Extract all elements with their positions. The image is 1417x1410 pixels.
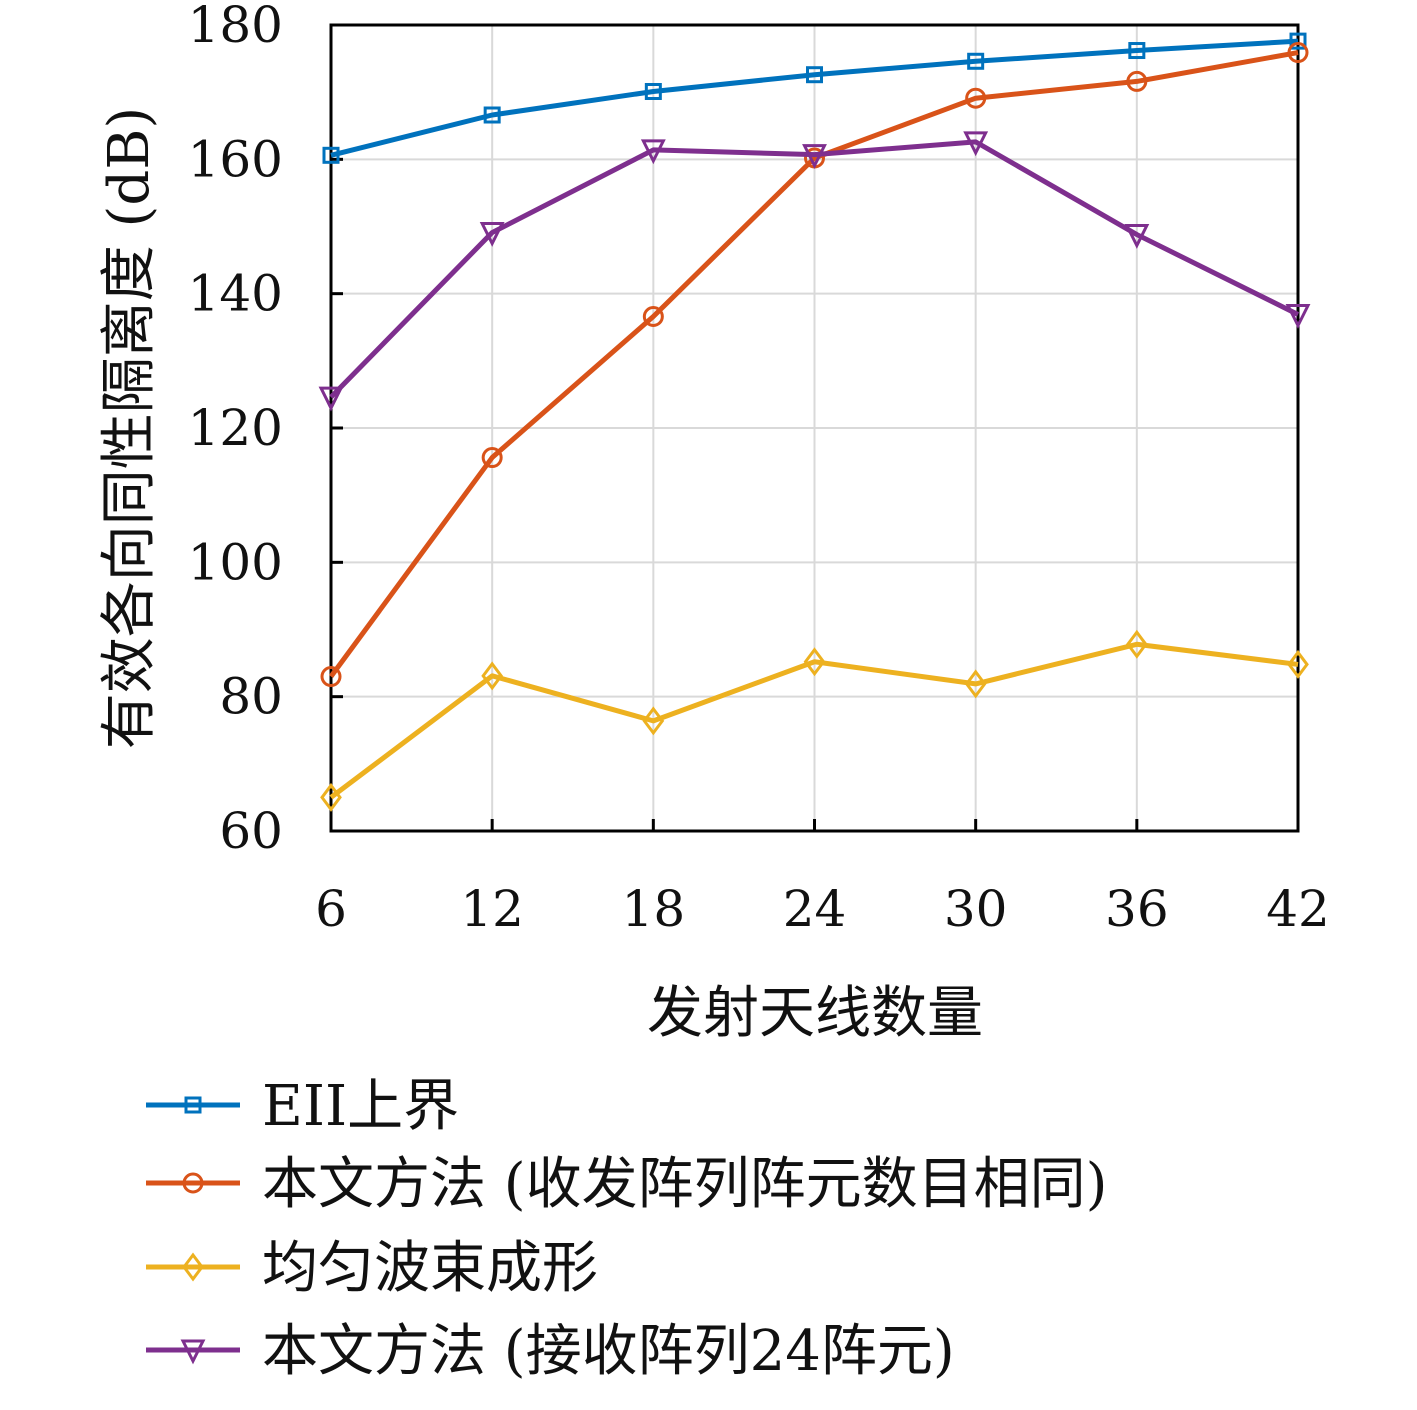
data-point — [1124, 224, 1150, 249]
series-3 — [320, 629, 1309, 812]
data-point — [479, 222, 505, 247]
x-tick-label: 36 — [1105, 880, 1169, 938]
data-point — [644, 82, 662, 100]
data-point — [483, 106, 501, 124]
data-point — [802, 144, 827, 169]
y-tick-label: 180 — [188, 0, 283, 54]
data-point — [320, 666, 342, 688]
data-point — [964, 669, 987, 699]
legend-label: EII上界 — [262, 1074, 459, 1139]
data-point — [640, 139, 666, 165]
data-point — [967, 52, 985, 70]
x-tick-label: 6 — [315, 880, 347, 938]
data-point — [1128, 42, 1146, 60]
data-point — [803, 647, 826, 677]
data-point — [318, 386, 344, 412]
data-point — [481, 661, 504, 691]
data-point — [1285, 303, 1311, 329]
legend-item: EII上界 — [146, 1074, 459, 1139]
y-tick-label: 120 — [188, 399, 283, 457]
legend-marker — [180, 1339, 206, 1365]
legend-item: 本文方法 (接收阵列24阵元) — [146, 1319, 955, 1384]
y-tick-label: 100 — [188, 533, 283, 591]
series-4 — [318, 131, 1311, 412]
x-tick-label: 12 — [460, 880, 524, 938]
legend-item: 本文方法 (收发阵列阵元数目相同) — [146, 1152, 1108, 1217]
legend-marker — [182, 1172, 204, 1194]
series — [318, 32, 1311, 812]
series-line — [330, 38, 1299, 158]
legend-marker — [184, 1096, 202, 1114]
series-line — [328, 50, 1299, 678]
x-tick-label: 24 — [783, 880, 847, 938]
series-1 — [322, 32, 1307, 164]
series-line — [329, 139, 1300, 399]
series-line — [329, 641, 1299, 800]
data-point — [481, 447, 503, 469]
legend-label: 均匀波束成形 — [262, 1236, 598, 1301]
legend-marker — [182, 1252, 204, 1282]
x-tick-label: 30 — [944, 880, 1008, 938]
ticks: 60 80 100 120 140 160 180 6 12 18 24 30 36 42 — [188, 0, 1330, 938]
data-point — [1289, 32, 1307, 50]
y-tick-label: 60 — [219, 802, 283, 860]
legend-item: 均匀波束成形 — [146, 1236, 598, 1301]
data-point — [1125, 629, 1148, 659]
data-point — [642, 306, 664, 328]
data-point — [965, 87, 987, 109]
data-point — [642, 706, 665, 736]
y-tick-label: 140 — [188, 265, 283, 323]
data-point — [1287, 649, 1309, 679]
data-point — [963, 131, 989, 157]
y-tick-label: 160 — [188, 130, 283, 188]
legend-label: 本文方法 (接收阵列24阵元) — [262, 1319, 955, 1384]
y-tick-label: 80 — [219, 668, 283, 726]
data-point — [320, 782, 342, 812]
data-point — [322, 146, 340, 164]
data-point — [1126, 70, 1148, 92]
x-tick-label: 18 — [622, 880, 686, 938]
x-tick-label: 42 — [1266, 880, 1330, 938]
data-point — [806, 66, 823, 84]
x-axis-title: 发射天线数量 — [647, 981, 983, 1046]
data-point — [1287, 42, 1309, 64]
y-axis-title: 有效各向同性隔离度 (dB) — [97, 107, 162, 750]
legend-label: 本文方法 (收发阵列阵元数目相同) — [262, 1152, 1108, 1217]
